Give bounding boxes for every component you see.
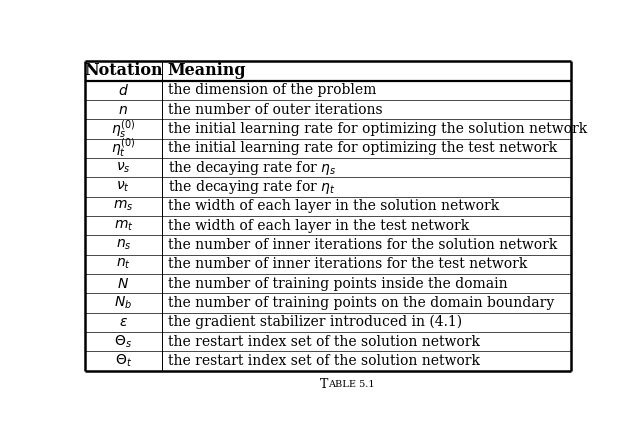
- Text: $n_t$: $n_t$: [116, 257, 131, 271]
- Text: $\nu_t$: $\nu_t$: [116, 180, 131, 194]
- Text: the number of training points on the domain boundary: the number of training points on the dom…: [168, 296, 554, 310]
- Text: ABLE 5.1: ABLE 5.1: [328, 380, 374, 389]
- Text: Notation: Notation: [84, 62, 163, 80]
- Text: T: T: [319, 378, 328, 391]
- Text: the width of each layer in the test network: the width of each layer in the test netw…: [168, 219, 469, 233]
- Text: $\Theta_t$: $\Theta_t$: [115, 353, 132, 369]
- Text: $\varepsilon$: $\varepsilon$: [119, 315, 128, 329]
- Text: the decaying rate for $\eta_s$: the decaying rate for $\eta_s$: [168, 158, 336, 176]
- Text: $N$: $N$: [117, 277, 129, 290]
- Text: $\nu_s$: $\nu_s$: [116, 161, 131, 175]
- Text: $\Theta_s$: $\Theta_s$: [115, 334, 132, 350]
- Text: $m_s$: $m_s$: [113, 199, 134, 213]
- Text: the initial learning rate for optimizing the test network: the initial learning rate for optimizing…: [168, 141, 557, 155]
- Text: the decaying rate for $\eta_t$: the decaying rate for $\eta_t$: [168, 178, 335, 196]
- Text: the number of inner iterations for the solution network: the number of inner iterations for the s…: [168, 238, 557, 252]
- Text: the number of outer iterations: the number of outer iterations: [168, 103, 382, 117]
- Text: $N_b$: $N_b$: [115, 295, 132, 311]
- Text: the number of training points inside the domain: the number of training points inside the…: [168, 277, 508, 290]
- Text: $n$: $n$: [118, 103, 128, 117]
- Text: $d$: $d$: [118, 83, 129, 98]
- Text: the dimension of the problem: the dimension of the problem: [168, 83, 376, 97]
- Text: the initial learning rate for optimizing the solution network: the initial learning rate for optimizing…: [168, 122, 587, 136]
- Text: the width of each layer in the solution network: the width of each layer in the solution …: [168, 199, 499, 213]
- Text: $n_s$: $n_s$: [116, 238, 131, 252]
- Text: Meaning: Meaning: [168, 62, 246, 80]
- Text: the gradient stabilizer introduced in (4.1): the gradient stabilizer introduced in (4…: [168, 315, 462, 330]
- Text: $\eta_t^{(0)}$: $\eta_t^{(0)}$: [111, 137, 136, 159]
- Text: $m_t$: $m_t$: [113, 218, 133, 233]
- Text: the restart index set of the solution network: the restart index set of the solution ne…: [168, 334, 480, 348]
- Text: the number of inner iterations for the test network: the number of inner iterations for the t…: [168, 257, 527, 271]
- Text: $\eta_s^{(0)}$: $\eta_s^{(0)}$: [111, 118, 136, 140]
- Text: the restart index set of the solution network: the restart index set of the solution ne…: [168, 354, 480, 368]
